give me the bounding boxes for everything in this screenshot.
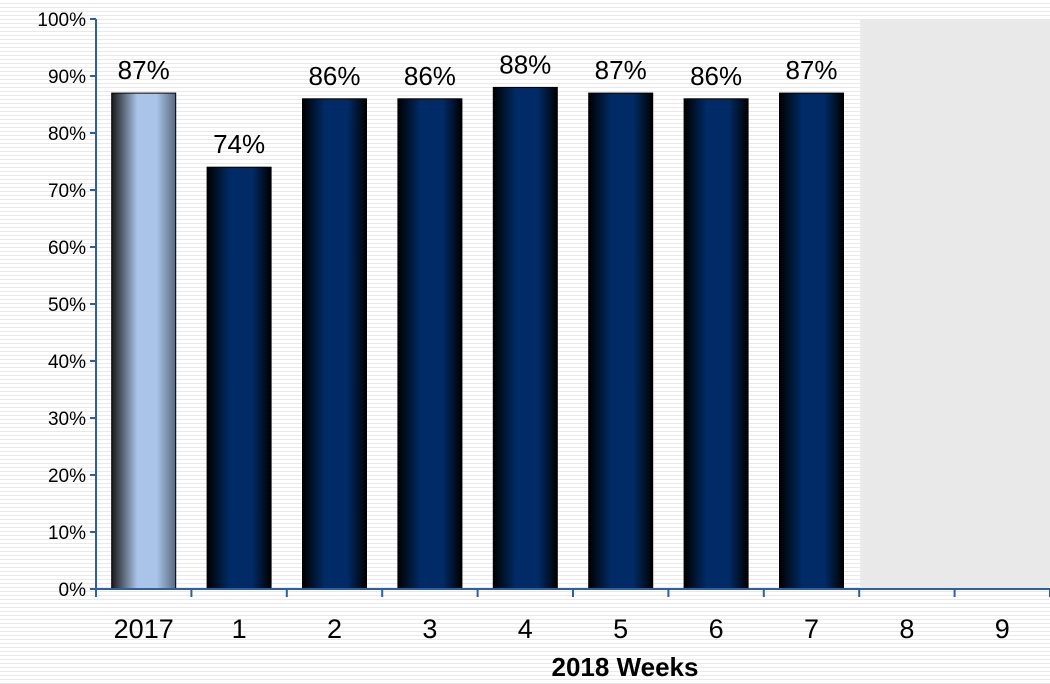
data-label-7: 87%	[785, 55, 837, 85]
x-tick-label: 7	[804, 614, 819, 644]
x-tick-label: 6	[709, 614, 724, 644]
y-tick-label: 100%	[37, 10, 86, 31]
x-tick-label: 3	[422, 614, 437, 644]
x-tick-label: 2017	[114, 614, 174, 644]
x-tick-label: 9	[995, 614, 1010, 644]
bars	[111, 86, 844, 590]
x-axis-title: 2018 Weeks	[552, 652, 699, 682]
x-ticks: 2017 1 2 3 4 5 6 7 8 9	[95, 589, 1050, 644]
x-tick-label: 1	[232, 614, 247, 644]
x-tick-label: 4	[518, 614, 533, 644]
data-label-5: 87%	[595, 55, 647, 85]
data-label-6: 86%	[690, 61, 742, 91]
x-tick-label: 2	[327, 614, 342, 644]
y-tick-label: 0%	[59, 580, 87, 601]
bar-2017	[111, 92, 177, 590]
bar-5	[588, 92, 654, 590]
y-tick-label: 80%	[48, 124, 86, 145]
shaded-region	[860, 19, 1050, 589]
bar-4	[492, 86, 558, 590]
data-label-2017: 87%	[118, 55, 170, 85]
y-tick-label: 10%	[48, 523, 86, 544]
bar-3	[397, 98, 463, 590]
y-tick-label: 30%	[48, 409, 86, 430]
y-ticks: 0% 10% 20% 30% 40% 50% 60% 70% 80% 90% 100%	[37, 10, 96, 601]
x-tick-label: 5	[613, 614, 628, 644]
bar-2	[302, 98, 367, 590]
data-label-4: 88%	[499, 49, 551, 79]
bar-6	[683, 98, 749, 590]
bar-7	[779, 92, 844, 590]
y-tick-label: 90%	[48, 67, 86, 88]
x-tick-label: 8	[899, 614, 914, 644]
y-tick-label: 70%	[48, 181, 86, 202]
data-label-1: 74%	[213, 129, 265, 159]
y-tick-label: 60%	[48, 238, 86, 259]
data-label-3: 86%	[404, 61, 456, 91]
data-label-2: 86%	[308, 61, 360, 91]
bar-1	[206, 166, 272, 590]
data-labels: 87% 74% 86% 86% 88% 87% 86% 87%	[118, 49, 838, 159]
y-tick-label: 40%	[48, 352, 86, 373]
y-tick-label: 20%	[48, 466, 86, 487]
y-tick-label: 50%	[48, 295, 86, 316]
